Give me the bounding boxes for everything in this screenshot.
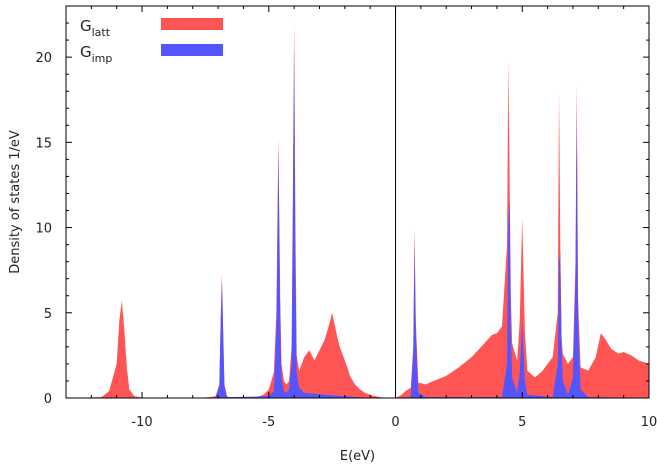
series-area-latt (66, 23, 649, 398)
axis-ticks: -10 -5 0 5 10 0 5 10 15 20 (35, 6, 657, 430)
y-axis-label: Density of states 1/eV (8, 130, 23, 274)
series-areas (66, 23, 649, 399)
legend-swatch-latt (161, 18, 223, 30)
y-tick-label: 15 (35, 136, 52, 151)
x-tick-label: 10 (641, 415, 657, 430)
legend-swatch-imp (161, 44, 223, 56)
legend-label-imp: Gimp (80, 43, 112, 65)
x-axis-label: E(eV) (340, 449, 375, 464)
y-tick-label: 20 (35, 51, 52, 66)
plot-frame (65, 5, 650, 399)
legend-label-latt: Glatt (80, 17, 111, 39)
x-tick-label: -10 (131, 415, 152, 430)
y-tick-label: 5 (44, 307, 52, 322)
y-tick-label: 0 (44, 392, 52, 407)
x-tick-label: 0 (391, 415, 399, 430)
x-tick-label: -5 (262, 415, 275, 430)
x-tick-label: 5 (518, 415, 526, 430)
legend: Glatt Gimp (80, 17, 223, 65)
y-tick-label: 10 (35, 222, 52, 237)
